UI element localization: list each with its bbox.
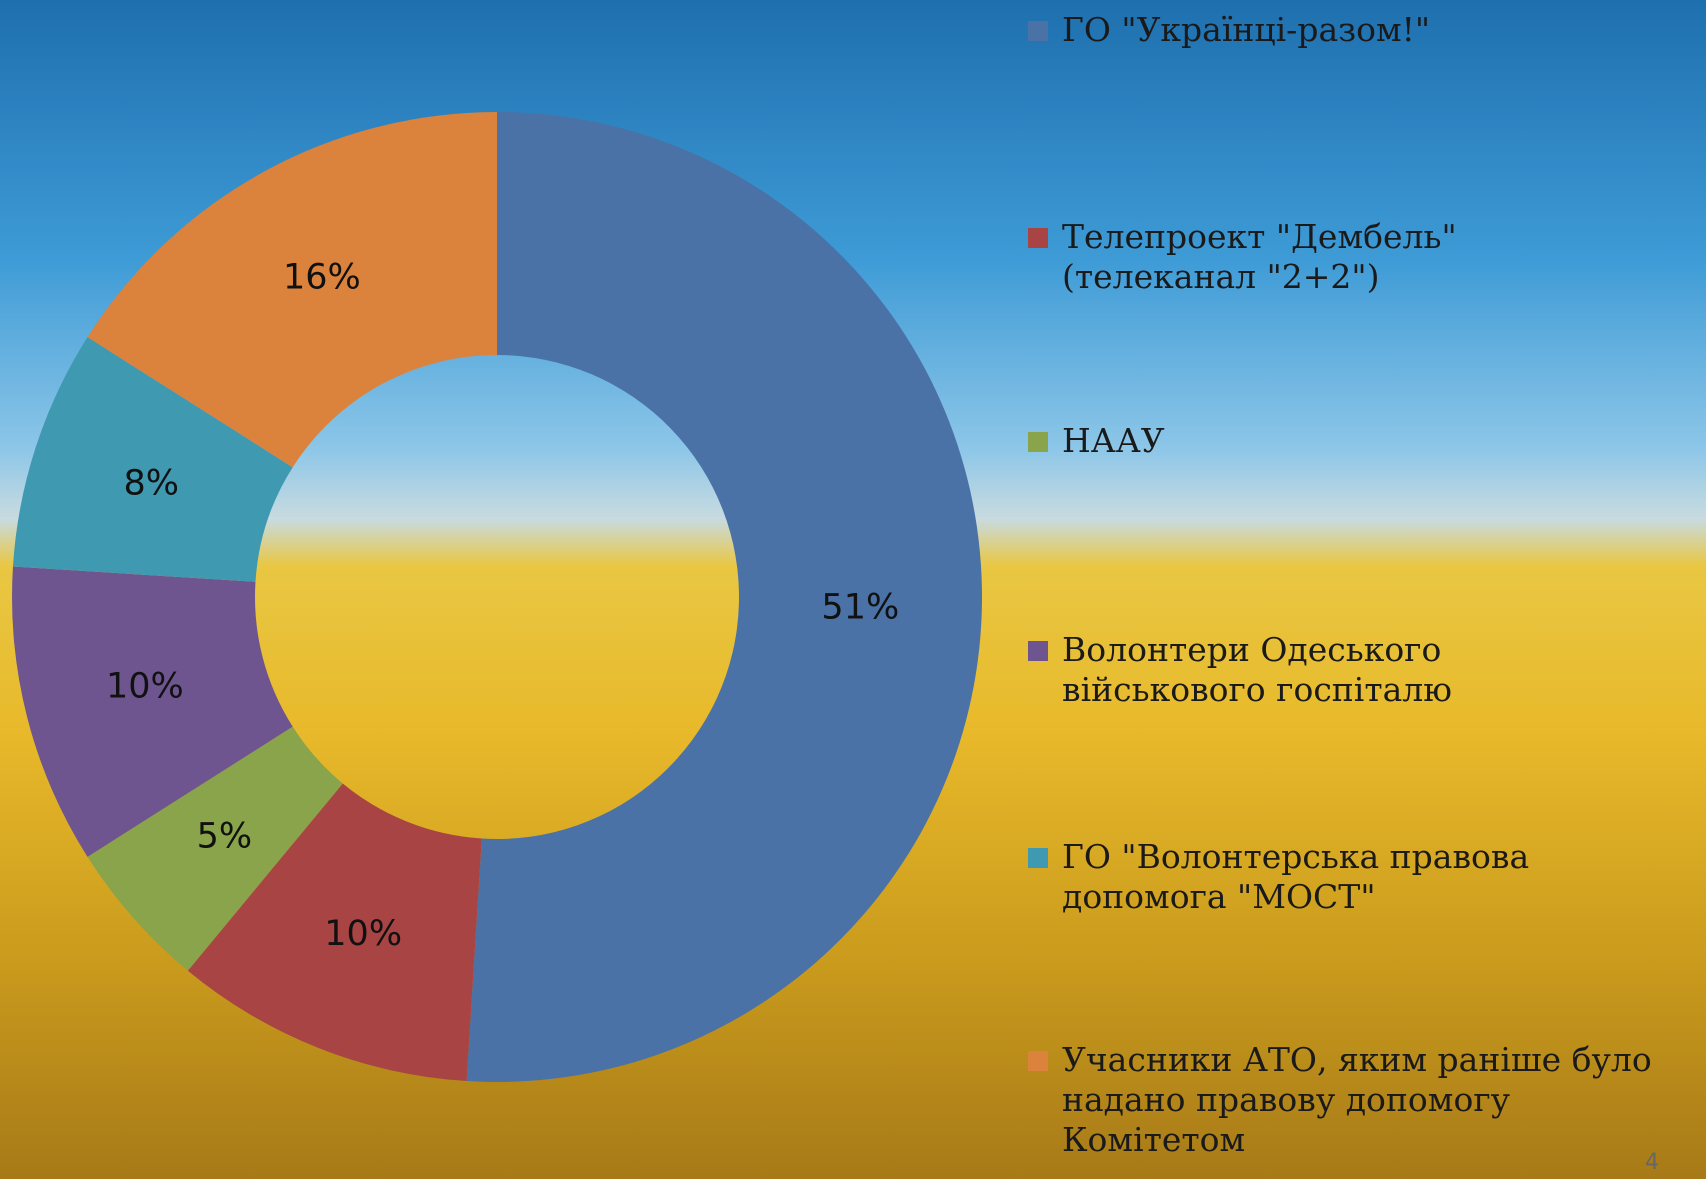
legend-entry: Волонтери Одеського військового госпітал… — [1028, 630, 1668, 710]
legend-label: Телепроект "Дембель" (телеканал "2+2") — [1062, 217, 1457, 296]
donut-slice — [12, 337, 293, 582]
legend-label: ГО "Українці-разом!" — [1062, 10, 1431, 49]
legend-label: ГО "Волонтерська правова допомога "МОСТ" — [1062, 837, 1530, 916]
slide-number: 4 — [1645, 1150, 1659, 1175]
legend-swatch — [1028, 21, 1048, 41]
legend-swatch — [1028, 641, 1048, 661]
donut-slice — [187, 783, 482, 1082]
donut-slice — [87, 726, 343, 971]
data-label: 51% — [821, 587, 899, 627]
legend-swatch — [1028, 432, 1048, 452]
legend-swatch — [1028, 1051, 1048, 1071]
legend-entry: Телепроект "Дембель" (телеканал "2+2") — [1028, 217, 1668, 297]
legend-label: Учасники АТО, яким раніше було надано пр… — [1062, 1040, 1652, 1159]
donut-slice — [466, 112, 983, 1083]
data-label: 10% — [324, 914, 402, 954]
data-label: 8% — [124, 464, 180, 504]
donut-slice — [87, 112, 498, 468]
donut-slice — [12, 566, 293, 857]
legend-swatch — [1028, 848, 1048, 868]
data-label: 10% — [106, 666, 184, 706]
legend-entry: ГО "Волонтерська правова допомога "МОСТ" — [1028, 837, 1668, 917]
data-label: 16% — [283, 257, 361, 297]
legend-entry: ГО "Українці-разом!" — [1028, 10, 1668, 50]
legend-label: НААУ — [1062, 421, 1165, 460]
legend-entry: Учасники АТО, яким раніше було надано пр… — [1028, 1040, 1668, 1160]
legend-entry: НААУ — [1028, 421, 1668, 461]
legend-swatch — [1028, 228, 1048, 248]
legend-label: Волонтери Одеського військового госпітал… — [1062, 630, 1452, 709]
data-label: 5% — [197, 816, 253, 856]
